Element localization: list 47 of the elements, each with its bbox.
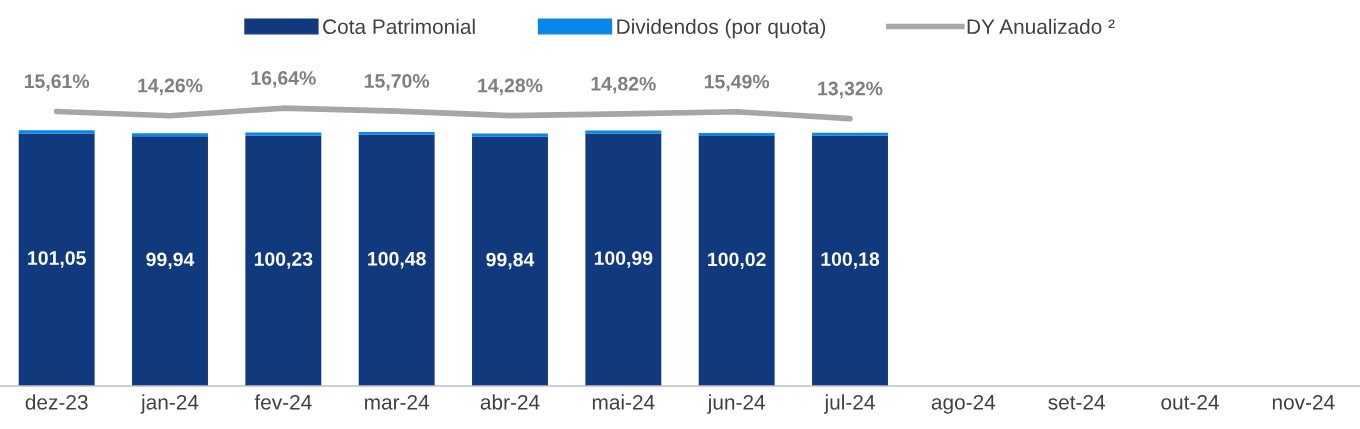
bar: [245, 132, 322, 136]
x-tick-label: jun-24: [707, 394, 766, 414]
x-tick-label: mar-24: [365, 394, 430, 410]
data-label: 100,48: [368, 251, 426, 269]
data-label: 100,18: [821, 252, 880, 269]
bar: [358, 134, 435, 386]
bar: [132, 133, 208, 137]
bar: [585, 130, 662, 134]
data-label: 100,99: [594, 251, 653, 268]
bar: [698, 133, 775, 136]
x-tick-label: jul-24: [824, 394, 875, 414]
data-label: 14,82%: [591, 76, 656, 94]
data-label: 100,02: [708, 252, 766, 270]
data-label: 13,32%: [818, 81, 883, 99]
data-label: 15,70%: [364, 74, 430, 91]
x-tick-label: mai-24: [592, 394, 655, 410]
bar: [698, 135, 775, 386]
bar: [812, 132, 888, 136]
x-tick-label: ago-24: [931, 394, 996, 414]
bar: [585, 133, 662, 386]
x-tick-label: nov-24: [1272, 394, 1335, 410]
data-label: 15,49%: [704, 74, 770, 92]
x-tick-label: abr-24: [480, 394, 540, 410]
bar: [358, 131, 435, 135]
bar: [812, 135, 888, 386]
legend-label: Dividendos (por quota): [617, 18, 826, 39]
bar: [132, 136, 208, 386]
x-tick-label: jan-24: [140, 394, 199, 414]
bar: [18, 133, 95, 386]
data-label: 100,23: [254, 252, 313, 269]
data-label: 15,61%: [24, 74, 90, 91]
data-label: 101,05: [28, 251, 86, 268]
x-tick-label: out-24: [1161, 394, 1219, 410]
x-tick-label: fev-24: [254, 394, 312, 410]
data-label: 16,64%: [251, 71, 316, 88]
bar: [245, 135, 322, 386]
bar: [472, 136, 548, 386]
legend-label: DY Anualizado ²: [967, 18, 1115, 35]
data-label: 99,94: [146, 252, 195, 270]
data-label: 99,84: [486, 252, 535, 270]
x-tick-label: dez-23: [25, 394, 88, 410]
bar: [472, 133, 548, 137]
x-tick-label: set-24: [1048, 394, 1106, 410]
legend-label: Cota Patrimonial: [323, 18, 475, 35]
data-label: 14,28%: [478, 78, 543, 96]
data-label: 14,26%: [138, 78, 203, 96]
bar: [18, 130, 95, 134]
